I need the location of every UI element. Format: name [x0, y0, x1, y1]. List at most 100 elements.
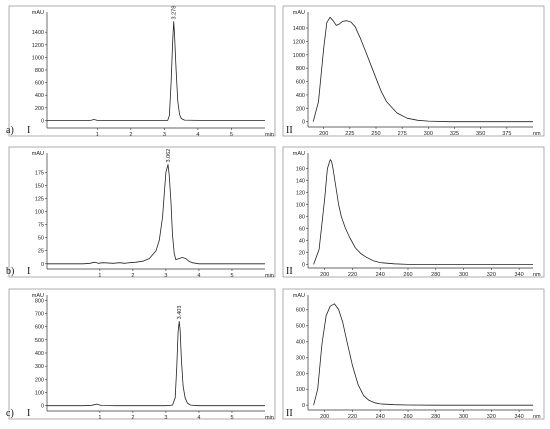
chart-uv-c: 0 100 200 300 400 500 600 200 220 240 260 280 300 320… — [293, 293, 541, 420]
series-line — [312, 16, 533, 123]
chart-uv-b: 0 20 40 60 80 100 120 140 160 200 220 240 260 280 300 3… — [293, 151, 541, 278]
y-tick-label: 600 — [35, 325, 44, 331]
x-tick-label: 2 — [131, 415, 134, 421]
y-tick-label: 100 — [35, 391, 44, 397]
x-tick-label: 300 — [459, 414, 468, 420]
y-tick-label: 1000 — [293, 53, 305, 59]
x-tick-label: 240 — [376, 414, 385, 420]
y-tick-label: 200 — [296, 106, 305, 112]
x-tick-label: 5 — [230, 273, 233, 279]
x-tick-label: 325 — [450, 131, 459, 137]
x-tick-label: 2 — [129, 132, 132, 138]
x-tick-label: 260 — [403, 272, 412, 278]
y-tick-label: 150 — [35, 183, 44, 189]
chart-label: I — [27, 125, 30, 136]
y-unit-label: mAU — [32, 151, 44, 157]
series-line — [313, 159, 533, 265]
y-tick-label: 400 — [35, 351, 44, 357]
series-line — [47, 321, 265, 407]
chart-label: II — [286, 125, 293, 136]
y-tick-label: 600 — [296, 307, 305, 313]
y-tick-label: 300 — [35, 364, 44, 370]
y-tick-label: 1000 — [32, 55, 44, 61]
x-unit-label: nm — [533, 414, 541, 420]
x-tick-label: 220 — [348, 272, 357, 278]
chart-uv-a: 0 200 400 600 800 1000 1200 1400 200 225 250 275 300… — [293, 10, 541, 137]
panel-a-right: II 0 200 400 600 800 1000 1200 1400 200 225 250 275… — [282, 5, 545, 137]
y-tick-label: 0 — [302, 403, 305, 409]
y-tick-label: 100 — [35, 210, 44, 216]
panel-frame — [282, 288, 545, 420]
x-tick-label: 280 — [431, 414, 440, 420]
x-tick-label: 3 — [163, 132, 166, 138]
row-label-b: b) — [6, 266, 14, 277]
peak-label: 3.278 — [172, 6, 178, 20]
y-tick-label: 140 — [296, 179, 305, 185]
x-tick-label: 220 — [348, 414, 357, 420]
y-tick-label: 75 — [38, 223, 44, 229]
y-tick-label: 0 — [41, 404, 44, 410]
y-tick-label: 1400 — [32, 30, 44, 36]
y-tick-label: 500 — [296, 323, 305, 329]
panel-a-left: a) I 0 200 400 600 800 1000 1200 1400 1 2 3 4 5 mAU m… — [6, 5, 276, 138]
x-tick-label: 240 — [376, 272, 385, 278]
x-tick-label: 300 — [424, 131, 433, 137]
y-tick-label: 40 — [299, 238, 305, 244]
x-tick-label: 300 — [459, 272, 468, 278]
x-unit-label: min — [265, 415, 274, 421]
series-line — [47, 164, 265, 265]
y-tick-label: 400 — [296, 93, 305, 99]
x-tick-label: 1 — [98, 415, 101, 421]
x-tick-label: 340 — [515, 272, 524, 278]
y-tick-label: 800 — [35, 68, 44, 74]
chart-hplc-b: 0 25 50 75 100 125 150 175 1 2 3 4 5 mAU min 3.062 — [32, 149, 274, 279]
y-tick-label: 1400 — [293, 26, 305, 32]
peak-label: 3.403 — [177, 306, 183, 320]
series-line — [313, 303, 533, 406]
row-label-a: a) — [6, 125, 14, 136]
panel-frame — [282, 146, 545, 278]
x-tick-label: 280 — [431, 272, 440, 278]
y-unit-label: mAU — [293, 10, 305, 16]
y-tick-label: 300 — [296, 355, 305, 361]
y-tick-label: 400 — [296, 339, 305, 345]
x-tick-label: 4 — [197, 273, 200, 279]
y-tick-label: 600 — [296, 80, 305, 86]
y-tick-label: 800 — [296, 66, 305, 72]
y-tick-label: 125 — [35, 196, 44, 202]
x-tick-label: 2 — [131, 273, 134, 279]
x-tick-label: 320 — [487, 414, 496, 420]
y-unit-label: mAU — [293, 151, 305, 157]
y-tick-label: 60 — [299, 226, 305, 232]
series-line — [47, 21, 265, 121]
x-tick-label: 340 — [515, 414, 524, 420]
y-tick-label: 175 — [35, 170, 44, 176]
x-tick-label: 260 — [403, 414, 412, 420]
chart-label: II — [286, 266, 293, 277]
y-unit-label: mAU — [32, 293, 44, 299]
x-tick-label: 200 — [320, 414, 329, 420]
y-tick-label: 120 — [296, 191, 305, 197]
x-tick-label: 1 — [98, 273, 101, 279]
x-tick-label: 3 — [164, 273, 167, 279]
chart-label: I — [27, 408, 30, 419]
x-tick-label: 375 — [502, 131, 511, 137]
y-tick-label: 0 — [302, 262, 305, 268]
x-tick-label: 1 — [96, 132, 99, 138]
x-tick-label: 5 — [230, 132, 233, 138]
x-tick-label: 5 — [230, 415, 233, 421]
y-tick-label: 100 — [296, 203, 305, 209]
y-unit-label: mAU — [32, 10, 44, 16]
x-unit-label: min — [265, 273, 274, 279]
y-tick-label: 0 — [41, 262, 44, 268]
panel-frame — [8, 288, 276, 420]
panel-frame — [8, 146, 276, 278]
chart-label: I — [27, 266, 30, 277]
y-tick-label: 0 — [41, 118, 44, 124]
y-tick-label: 20 — [299, 250, 305, 256]
x-tick-label: 200 — [320, 272, 329, 278]
x-tick-label: 350 — [476, 131, 485, 137]
panel-c-right: II 0 100 200 300 400 500 600 200 220 240 260 280 300… — [282, 288, 545, 420]
x-unit-label: nm — [533, 131, 541, 137]
